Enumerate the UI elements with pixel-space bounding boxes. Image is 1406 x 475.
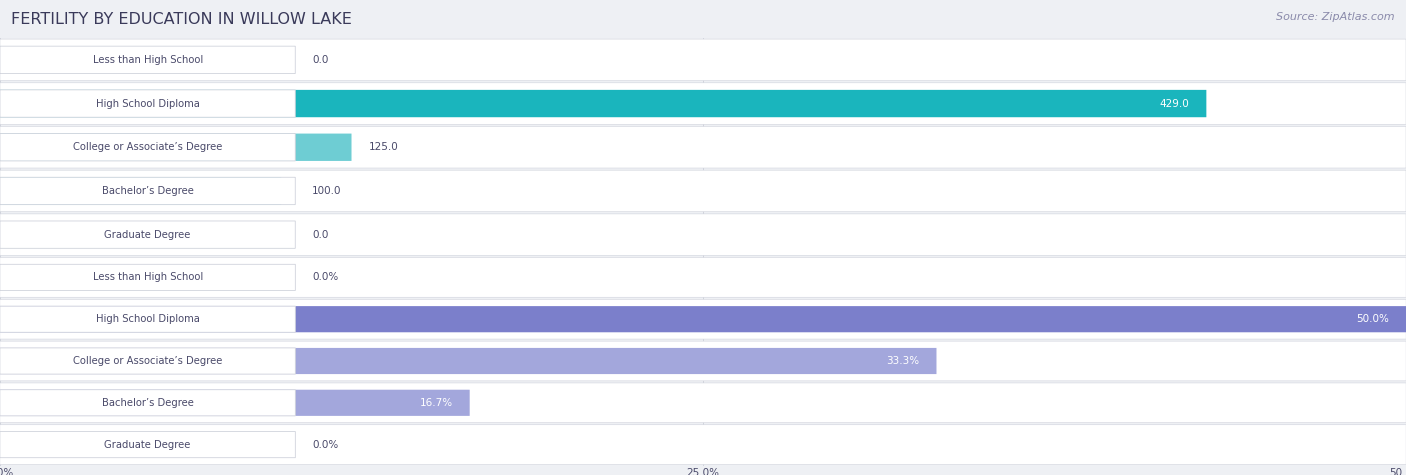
FancyBboxPatch shape	[0, 390, 470, 416]
FancyBboxPatch shape	[0, 221, 295, 248]
FancyBboxPatch shape	[0, 431, 295, 458]
Text: 0.0: 0.0	[312, 229, 329, 240]
Text: Graduate Degree: Graduate Degree	[104, 439, 191, 450]
FancyBboxPatch shape	[0, 348, 936, 374]
FancyBboxPatch shape	[0, 90, 295, 117]
FancyBboxPatch shape	[0, 133, 352, 161]
Text: Source: ZipAtlas.com: Source: ZipAtlas.com	[1277, 12, 1395, 22]
FancyBboxPatch shape	[0, 214, 1406, 256]
Text: College or Associate’s Degree: College or Associate’s Degree	[73, 142, 222, 152]
Text: 0.0%: 0.0%	[312, 439, 339, 450]
FancyBboxPatch shape	[0, 133, 295, 161]
Text: College or Associate’s Degree: College or Associate’s Degree	[73, 356, 222, 366]
Text: Less than High School: Less than High School	[93, 55, 202, 65]
Text: 33.3%: 33.3%	[886, 356, 920, 366]
FancyBboxPatch shape	[0, 177, 295, 205]
Text: Bachelor’s Degree: Bachelor’s Degree	[101, 186, 194, 196]
Text: 0.0%: 0.0%	[312, 272, 339, 283]
Text: Less than High School: Less than High School	[93, 272, 202, 283]
FancyBboxPatch shape	[0, 39, 1406, 81]
Text: High School Diploma: High School Diploma	[96, 98, 200, 109]
FancyBboxPatch shape	[0, 348, 295, 374]
FancyBboxPatch shape	[0, 425, 1406, 465]
FancyBboxPatch shape	[0, 390, 295, 416]
Text: 16.7%: 16.7%	[419, 398, 453, 408]
FancyBboxPatch shape	[0, 299, 1406, 339]
FancyBboxPatch shape	[0, 170, 1406, 212]
Text: 125.0: 125.0	[368, 142, 398, 152]
FancyBboxPatch shape	[0, 341, 1406, 381]
Text: High School Diploma: High School Diploma	[96, 314, 200, 324]
FancyBboxPatch shape	[0, 306, 295, 332]
FancyBboxPatch shape	[0, 264, 295, 291]
Text: Graduate Degree: Graduate Degree	[104, 229, 191, 240]
FancyBboxPatch shape	[0, 257, 1406, 297]
FancyBboxPatch shape	[0, 306, 1406, 332]
Text: 100.0: 100.0	[312, 186, 342, 196]
FancyBboxPatch shape	[0, 126, 1406, 168]
FancyBboxPatch shape	[0, 90, 1206, 117]
FancyBboxPatch shape	[0, 383, 1406, 423]
Text: Bachelor’s Degree: Bachelor’s Degree	[101, 398, 194, 408]
Text: 50.0%: 50.0%	[1357, 314, 1389, 324]
FancyBboxPatch shape	[0, 46, 295, 74]
FancyBboxPatch shape	[0, 177, 281, 205]
Text: 429.0: 429.0	[1160, 98, 1189, 109]
Text: FERTILITY BY EDUCATION IN WILLOW LAKE: FERTILITY BY EDUCATION IN WILLOW LAKE	[11, 12, 352, 27]
FancyBboxPatch shape	[0, 83, 1406, 124]
Text: 0.0: 0.0	[312, 55, 329, 65]
